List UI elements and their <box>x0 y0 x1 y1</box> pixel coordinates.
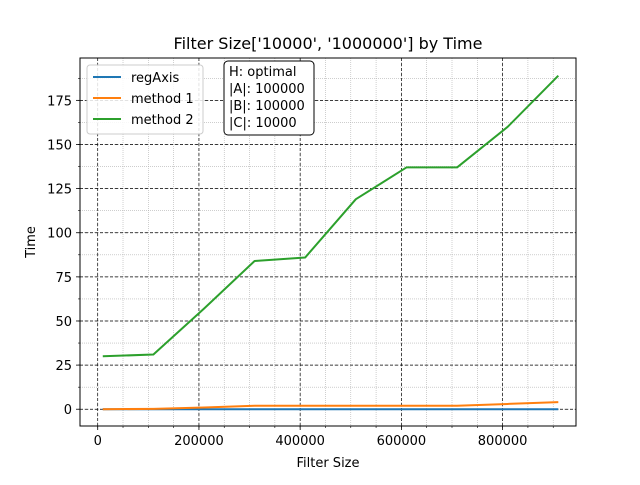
legend-label: regAxis <box>131 71 180 86</box>
plot-area-frame <box>79 57 577 427</box>
legend-label: method 2 <box>131 113 194 128</box>
x-tick-label: 0 <box>94 434 102 449</box>
y-axis-label: Time <box>24 226 39 259</box>
x-tick-label: 600000 <box>377 434 427 449</box>
chart-title: Filter Size['10000', '1000000'] by Time <box>174 34 483 53</box>
annotation-line: H: optimal <box>229 65 296 80</box>
x-tick-label: 400000 <box>275 434 325 449</box>
annotation-frame <box>223 60 315 136</box>
annotation-line: |A|: 100000 <box>229 82 305 97</box>
series-line-method-2 <box>102 74 560 358</box>
x-axis-label: Filter Size <box>296 456 359 471</box>
y-tick-label: 175 <box>47 94 72 109</box>
legend: regAxis method 1 method 2 <box>86 64 204 135</box>
x-tick-label: 800000 <box>478 434 528 449</box>
legend-frame <box>86 64 204 135</box>
annotation-line: |B|: 100000 <box>229 99 305 114</box>
y-tick-label: 100 <box>47 227 72 242</box>
annotation-line: |C|: 10000 <box>229 116 297 131</box>
y-tick-label: 0 <box>64 403 72 418</box>
x-tick-label: 200000 <box>174 434 224 449</box>
series-line-method-1 <box>102 401 559 411</box>
legend-label: method 1 <box>131 92 194 107</box>
y-tick-label: 50 <box>55 315 72 330</box>
y-tick-label: 125 <box>47 183 72 198</box>
y-tick-label: 25 <box>55 359 72 374</box>
y-tick-label: 150 <box>47 138 72 153</box>
y-tick-label: 75 <box>55 271 72 286</box>
annotation-box: H: optimal |A|: 100000 |B|: 100000 |C|: 100… <box>223 60 315 136</box>
